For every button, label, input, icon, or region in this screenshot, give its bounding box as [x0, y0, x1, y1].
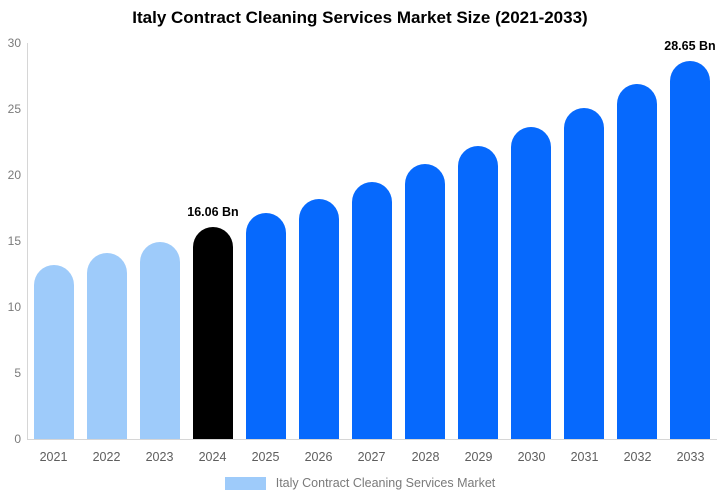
legend: Italy Contract Cleaning Services Market [0, 476, 720, 490]
y-tick-label: 5 [14, 366, 21, 380]
x-tick-label: 2025 [251, 450, 280, 464]
bar-2026 [299, 199, 339, 439]
bar-value-label-2033: 28.65 Bn [664, 39, 716, 53]
y-tick-label: 25 [7, 102, 21, 116]
x-axis-line [27, 439, 717, 440]
y-tick-label: 20 [7, 168, 21, 182]
x-tick-label: 2027 [357, 450, 386, 464]
x-tick-label: 2026 [304, 450, 333, 464]
y-axis-line [27, 43, 28, 439]
bar-2022 [87, 253, 127, 439]
bar-2033 [670, 61, 710, 439]
x-tick-label: 2021 [39, 450, 68, 464]
bar-2027 [352, 182, 392, 439]
x-tick-label: 2024 [198, 450, 227, 464]
y-tick-label: 0 [14, 432, 21, 446]
x-tick-label: 2023 [145, 450, 174, 464]
y-tick-label: 30 [7, 36, 21, 50]
bar-2031 [564, 108, 604, 439]
bar-value-label-2024: 16.06 Bn [187, 205, 239, 219]
x-tick-label: 2033 [676, 450, 705, 464]
bar-2023 [140, 242, 180, 439]
x-tick-label: 2031 [570, 450, 599, 464]
x-tick-label: 2029 [464, 450, 493, 464]
bar-2025 [246, 213, 286, 439]
x-tick-label: 2022 [92, 450, 121, 464]
chart-title: Italy Contract Cleaning Services Market … [132, 8, 588, 27]
bar-2030 [511, 127, 551, 439]
y-tick-label: 10 [7, 300, 21, 314]
x-tick-label: 2028 [411, 450, 440, 464]
legend-label: Italy Contract Cleaning Services Market [275, 476, 496, 490]
bar-2021 [34, 265, 74, 439]
legend-swatch-icon [224, 476, 266, 490]
bar-2028 [405, 164, 445, 439]
y-tick-label: 15 [7, 234, 21, 248]
x-tick-label: 2030 [517, 450, 546, 464]
bar-2029 [458, 146, 498, 439]
bar-2024 [193, 227, 233, 439]
bar-2032 [617, 84, 657, 439]
x-tick-label: 2032 [623, 450, 652, 464]
